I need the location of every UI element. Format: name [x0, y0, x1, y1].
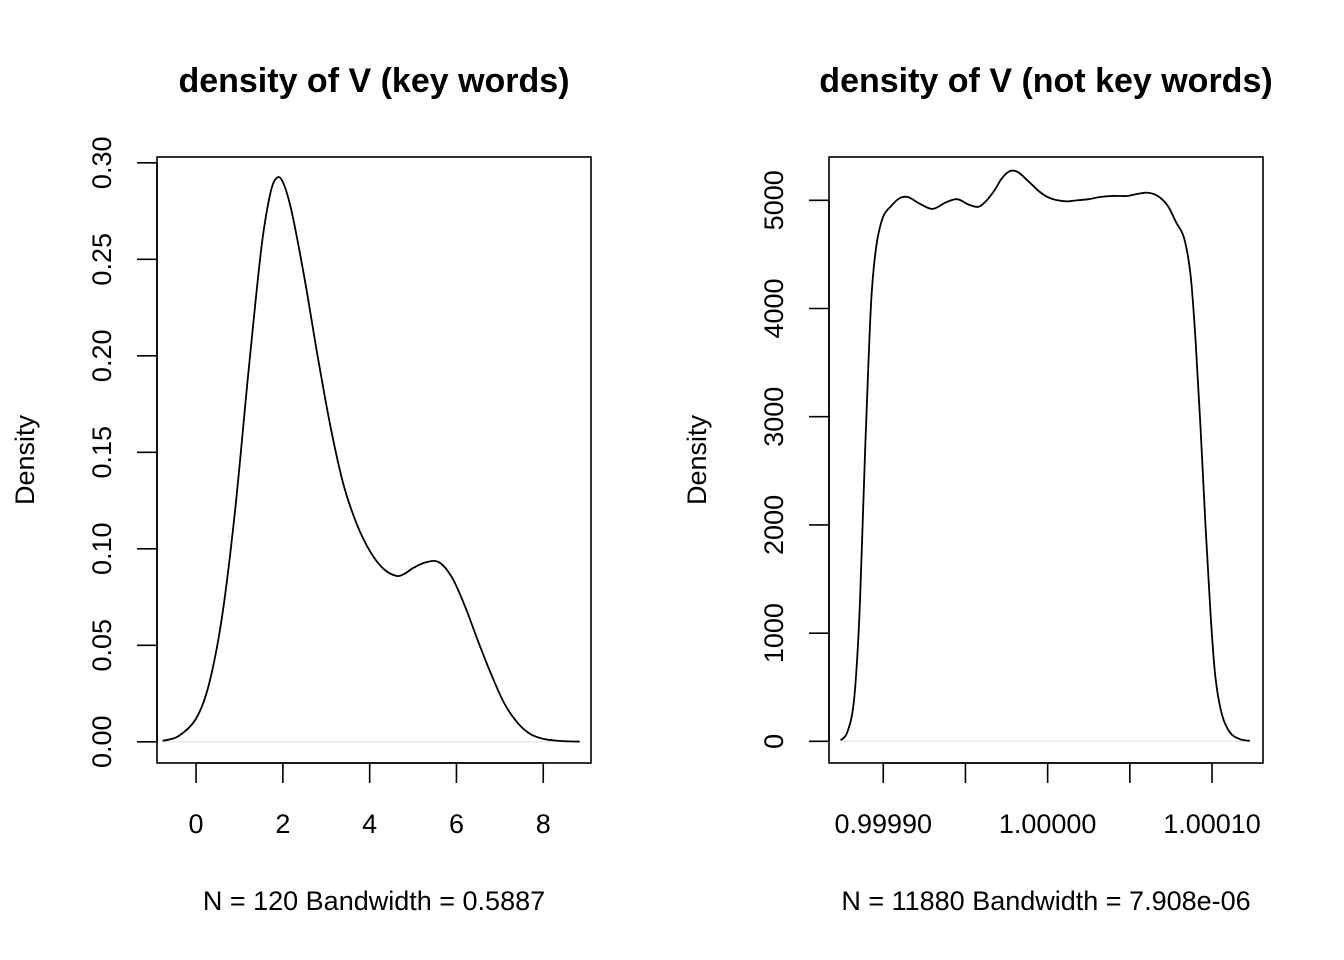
x-tick-label: 0: [189, 809, 204, 839]
y-tick-label: 1000: [759, 603, 789, 663]
y-tick-label: 0.20: [87, 330, 117, 383]
x-tick-label: 8: [536, 809, 551, 839]
chart-title-not-key-words: density of V (not key words): [819, 62, 1272, 100]
y-tick-label: 0.10: [87, 522, 117, 575]
y-tick-label: 0.00: [87, 715, 117, 768]
x-axis-label-key-words: N = 120 Bandwidth = 0.5887: [203, 886, 545, 916]
y-tick-label: 0.30: [87, 137, 117, 190]
x-tick-label: 6: [449, 809, 464, 839]
plot-frame-key-words: [156, 156, 592, 764]
chart-title-key-words: density of V (key words): [178, 62, 569, 100]
x-tick-label: 4: [362, 809, 377, 839]
density-curve-not-key-words: [839, 169, 1250, 742]
x-tick-label: 0.99990: [834, 809, 932, 839]
density-curve-key-words: [162, 176, 580, 743]
y-axis-label-not-key-words: Density: [682, 414, 712, 505]
y-tick-label: 0.05: [87, 619, 117, 672]
y-tick-label: 4000: [759, 278, 789, 338]
axes-not-key-words: 0.99990 1.00000 1.00010 0 1000 2000 3000 4000 50…: [759, 170, 1261, 839]
panel-key-words: density of V (key words) 0 2 4 6 8 0.00 0.05 0.…: [10, 62, 592, 916]
plot-frame-not-key-words: [828, 156, 1264, 764]
y-tick-label: 5000: [759, 170, 789, 230]
y-tick-label: 3000: [759, 387, 789, 447]
panel-not-key-words: density of V (not key words) 0.99990 1.00…: [682, 62, 1273, 916]
y-tick-label: 0: [759, 734, 789, 749]
x-axis-label-not-key-words: N = 11880 Bandwidth = 7.908e-06: [841, 886, 1250, 916]
y-tick-label: 2000: [759, 495, 789, 555]
x-tick-label: 2: [275, 809, 290, 839]
y-tick-label: 0.15: [87, 426, 117, 479]
x-tick-label: 1.00000: [999, 809, 1097, 839]
axes-key-words: 0 2 4 6 8 0.00 0.05 0.10 0.15 0.20 0.25 0.30: [87, 137, 551, 839]
y-tick-label: 0.25: [87, 233, 117, 286]
x-tick-label: 1.00010: [1163, 809, 1261, 839]
y-axis-label-key-words: Density: [10, 414, 40, 505]
